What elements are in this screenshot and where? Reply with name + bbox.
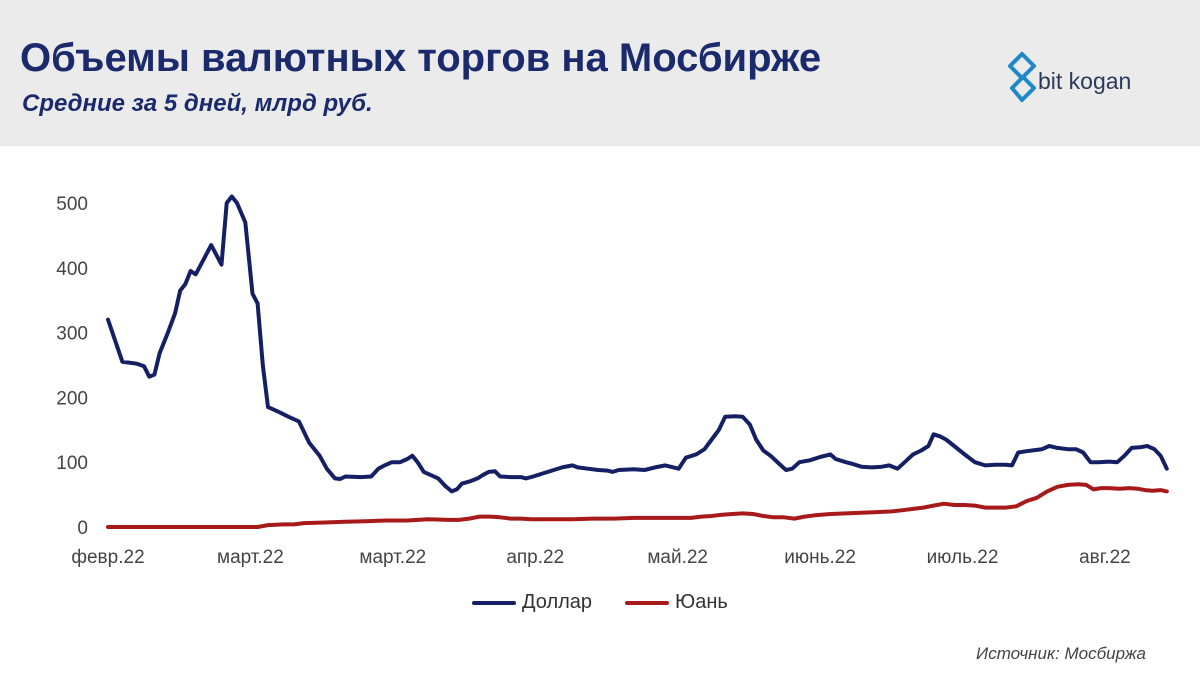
legend-label-dollar: Доллар bbox=[522, 591, 593, 613]
y-tick-label: 0 bbox=[77, 518, 88, 539]
chart-title: Объемы валютных торгов на Мосбирже bbox=[20, 36, 822, 80]
x-tick-label: март.22 bbox=[359, 547, 426, 568]
x-axis: февр.22 март.22 март.22 апр.22 май.22 июнь.22… bbox=[71, 547, 1130, 568]
y-tick-label: 100 bbox=[56, 453, 88, 474]
y-axis: 0 100 200 300 400 500 bbox=[56, 194, 88, 539]
x-tick-label: февр.22 bbox=[71, 547, 144, 568]
x-tick-label: апр.22 bbox=[506, 547, 564, 568]
header-band: Объемы валютных торгов на Мосбирже Средн… bbox=[0, 0, 1200, 146]
x-tick-label: май.22 bbox=[647, 547, 708, 568]
bitkogan-logo-icon bbox=[1008, 52, 1036, 102]
legend-swatch-yuan bbox=[625, 601, 669, 605]
y-tick-label: 500 bbox=[56, 194, 88, 215]
x-tick-label: авг.22 bbox=[1079, 547, 1131, 568]
series-line-yuan bbox=[106, 482, 1169, 529]
y-tick-label: 300 bbox=[56, 324, 88, 345]
brand-name: bit kogan bbox=[1038, 68, 1132, 94]
x-tick-label: июль.22 bbox=[927, 547, 999, 568]
x-tick-label: март.22 bbox=[217, 547, 284, 568]
x-tick-label: июнь.22 bbox=[784, 547, 856, 568]
y-tick-label: 400 bbox=[56, 259, 88, 280]
brand: bit kogan bbox=[1006, 50, 1176, 106]
series-line-dollar bbox=[106, 194, 1169, 494]
legend-item-dollar: Доллар bbox=[472, 588, 612, 618]
chart-subtitle: Средние за 5 дней, млрд руб. bbox=[22, 90, 373, 117]
source-note: Источник: Мосбиржа bbox=[976, 644, 1146, 663]
legend-item-yuan: Юань bbox=[625, 588, 745, 618]
legend: Доллар Юань bbox=[0, 588, 1200, 618]
legend-swatch-dollar bbox=[472, 601, 516, 605]
series-layer bbox=[106, 194, 1169, 529]
y-tick-label: 200 bbox=[56, 388, 88, 409]
legend-label-yuan: Юань bbox=[675, 591, 728, 613]
line-chart: 0 100 200 300 400 500 февр.22 март.22 март.22 ап… bbox=[56, 194, 1169, 568]
